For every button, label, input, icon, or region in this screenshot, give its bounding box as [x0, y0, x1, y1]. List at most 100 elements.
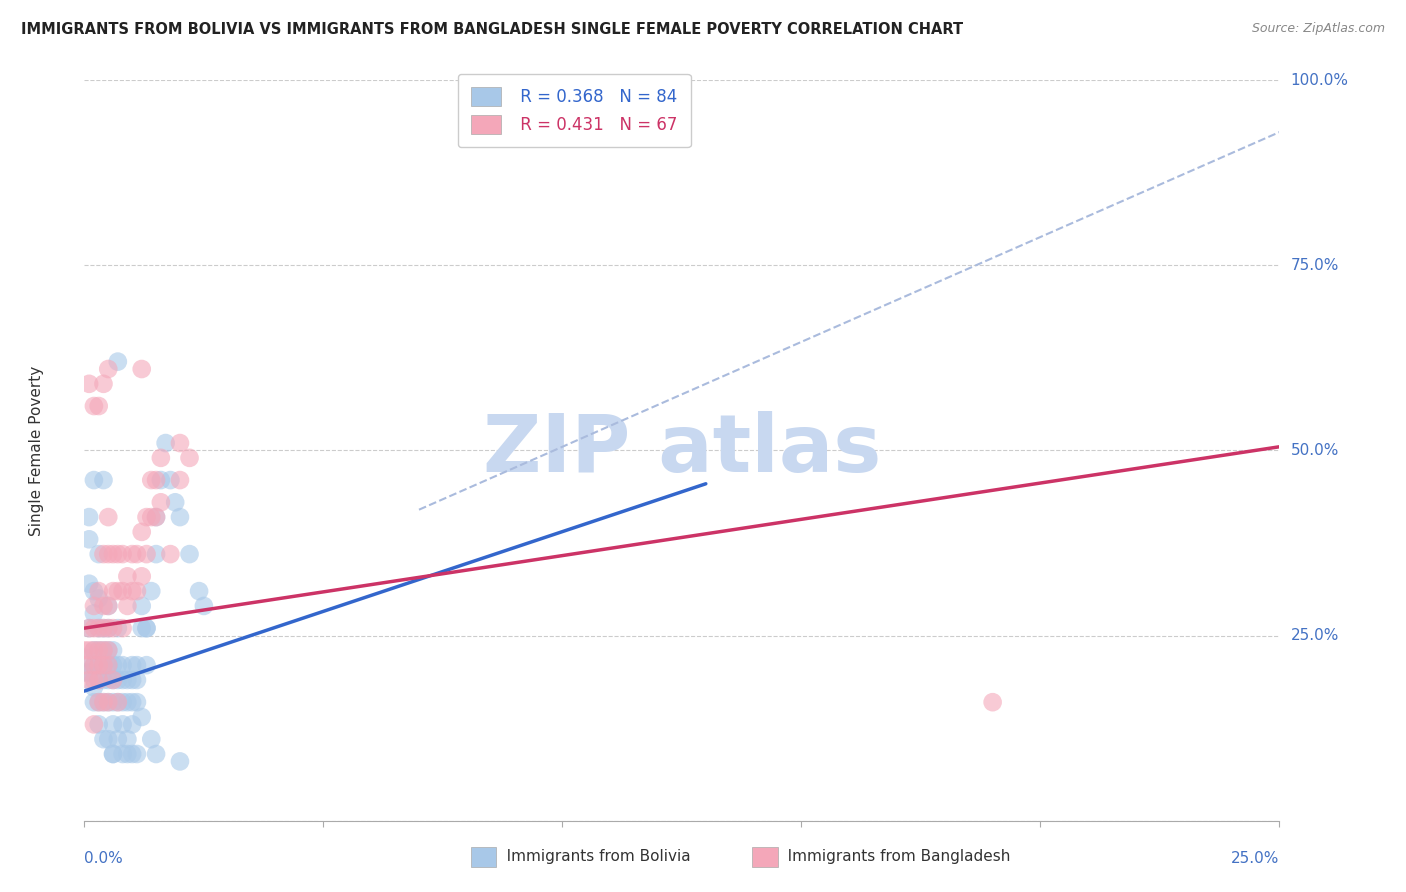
Point	[135, 621, 157, 635]
Point	[145, 510, 167, 524]
Point	[97, 599, 120, 613]
Point	[107, 673, 129, 687]
Point	[97, 510, 120, 524]
Point	[77, 621, 100, 635]
Point	[121, 673, 143, 687]
Point	[135, 547, 157, 561]
Point	[101, 747, 124, 761]
Point	[87, 658, 110, 673]
Point	[111, 747, 134, 761]
Point	[73, 650, 96, 665]
Point	[107, 695, 129, 709]
Point	[169, 510, 191, 524]
Point	[97, 621, 120, 635]
Point	[145, 510, 167, 524]
Point	[169, 755, 191, 769]
Point	[141, 510, 163, 524]
Point	[149, 495, 172, 509]
Point	[93, 732, 115, 747]
Point	[149, 473, 172, 487]
Point	[107, 621, 129, 635]
Point	[87, 673, 110, 687]
Point	[87, 673, 110, 687]
Point	[145, 547, 167, 561]
Point	[111, 547, 134, 561]
Point	[93, 658, 115, 673]
Point	[155, 436, 177, 450]
Text: ZIP atlas: ZIP atlas	[482, 411, 882, 490]
Point	[101, 658, 124, 673]
Point	[97, 643, 120, 657]
Point	[125, 584, 148, 599]
Point	[107, 547, 129, 561]
Point	[111, 695, 134, 709]
Point	[83, 717, 105, 731]
Point	[107, 658, 129, 673]
Point	[97, 621, 120, 635]
Point	[97, 695, 120, 709]
Point	[121, 658, 143, 673]
Point	[93, 643, 115, 657]
Point	[121, 695, 143, 709]
Point	[101, 717, 124, 731]
Point	[83, 621, 105, 635]
Point	[111, 717, 134, 731]
Point	[149, 450, 172, 465]
Point	[73, 658, 96, 673]
Text: 50.0%: 50.0%	[1291, 443, 1339, 458]
Point	[141, 473, 163, 487]
Point	[97, 695, 120, 709]
Point	[117, 673, 139, 687]
Point	[93, 547, 115, 561]
Point	[107, 695, 129, 709]
Point	[169, 436, 191, 450]
Point	[125, 673, 148, 687]
Point	[77, 376, 100, 391]
Point	[97, 547, 120, 561]
Point	[111, 621, 134, 635]
Point	[97, 362, 120, 376]
Point	[145, 747, 167, 761]
Point	[87, 643, 110, 657]
Text: 0.0%: 0.0%	[84, 851, 124, 866]
Point	[77, 621, 100, 635]
Point	[77, 643, 100, 657]
Point	[93, 473, 115, 487]
Point	[93, 621, 115, 635]
Point	[141, 732, 163, 747]
Point	[83, 643, 105, 657]
Point	[97, 658, 120, 673]
Point	[117, 569, 139, 583]
Point	[159, 547, 181, 561]
Point	[87, 621, 110, 635]
Point	[93, 621, 115, 635]
Point	[121, 584, 143, 599]
Text: 25.0%: 25.0%	[1291, 628, 1339, 643]
Point	[117, 599, 139, 613]
Point	[169, 473, 191, 487]
Point	[188, 584, 211, 599]
Point	[101, 747, 124, 761]
Point	[87, 591, 110, 606]
Point	[77, 673, 100, 687]
Point	[193, 599, 215, 613]
Point	[101, 643, 124, 657]
Text: 75.0%: 75.0%	[1291, 258, 1339, 273]
Point	[87, 621, 110, 635]
Point	[125, 747, 148, 761]
Point	[111, 584, 134, 599]
Point	[131, 569, 153, 583]
Point	[83, 658, 105, 673]
Point	[93, 643, 115, 657]
Point	[101, 673, 124, 687]
Point	[77, 665, 100, 680]
Point	[107, 732, 129, 747]
Text: Single Female Poverty: Single Female Poverty	[30, 366, 44, 535]
Point	[101, 695, 124, 709]
Point	[121, 747, 143, 761]
Point	[83, 584, 105, 599]
Point	[77, 533, 100, 547]
Point	[125, 658, 148, 673]
Point	[107, 354, 129, 368]
Point	[83, 673, 105, 687]
